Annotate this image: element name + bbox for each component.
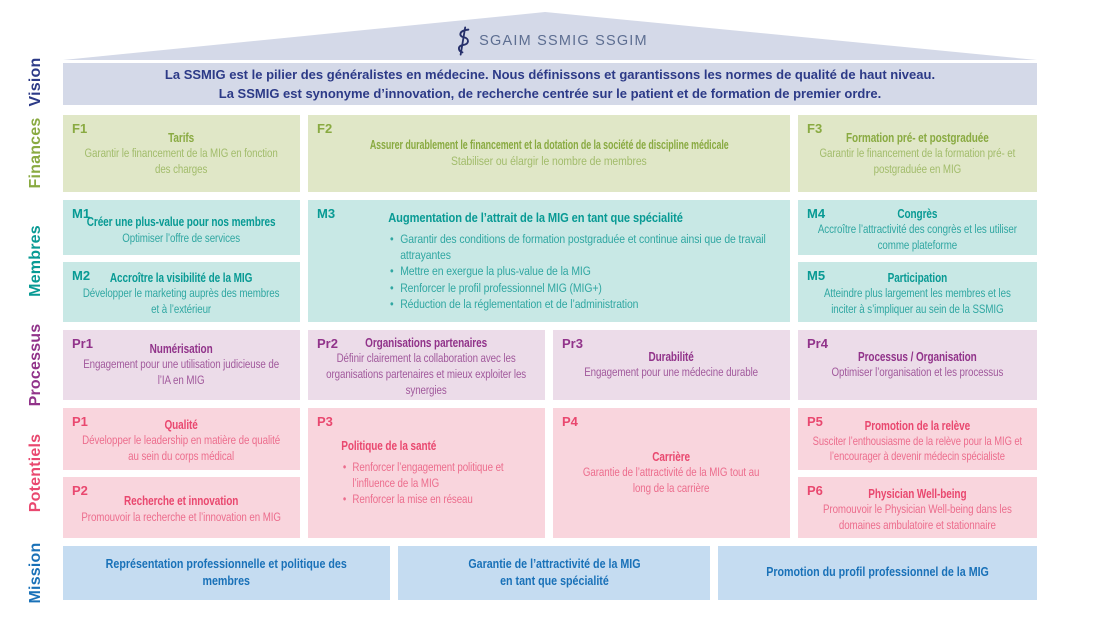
box-f3-title: Formation pré- et postgraduée <box>846 130 989 145</box>
rail-label-potentiels: Potentiels <box>27 433 44 513</box>
box-m5-body: Atteindre plus largement les membres et … <box>824 286 1011 317</box>
box-p4: P4 Carrière Garantie de l’attractivité d… <box>553 408 790 538</box>
box-p2-title: Recherche et innovation <box>124 494 239 509</box>
rail-label-finances: Finances <box>27 117 44 189</box>
box-m3-bullets: Garantir des conditions de formation pos… <box>388 231 767 313</box>
box-pr1-id: Pr1 <box>72 336 93 351</box>
box-m2-id: M2 <box>72 268 91 283</box>
rail-label-processus: Processus <box>27 323 44 407</box>
mission-3-text: Promotion du profil professionnel de la … <box>766 565 989 580</box>
box-m3-title: Augmentation de l’attrait de la MIG en t… <box>388 209 683 225</box>
box-p4-id: P4 <box>562 414 578 429</box>
box-pr3: Pr3 Durabilité Engagement pour une médec… <box>553 330 790 400</box>
box-f1-title: Tarifs <box>168 130 195 145</box>
box-m2-body: Développer le marketing auprès des membr… <box>83 286 280 317</box>
box-m1-title: Créer une plus-value pour nos membres <box>87 215 276 230</box>
box-p3-title: Politique de la santé <box>341 439 437 454</box>
box-p2: P2 Recherche et innovation Promouvoir la… <box>63 477 300 538</box>
box-f3-body: Garantir le financement de la formation … <box>819 145 1016 176</box>
bullet-item: Mettre en exergue la plus-value de la MI… <box>388 263 767 280</box>
box-p2-id: P2 <box>72 483 88 498</box>
caduceus-icon <box>452 26 472 56</box>
box-p4-title: Carrière <box>652 450 691 465</box>
box-p3: P3 Politique de la santé Renforcer l’eng… <box>308 408 545 538</box>
box-p6-title: Physician Well-being <box>868 486 967 501</box>
rail-label-mission: Mission <box>27 542 44 604</box>
box-m2-title: Accroître la visibilité de la MIG <box>110 271 253 286</box>
box-pr4: Pr4 Processus / Organisation Optimiser l… <box>798 330 1037 400</box>
box-pr4-body: Optimiser l’organisation et les processu… <box>831 365 1004 380</box>
box-pr2-title: Organisations partenaires <box>365 336 488 351</box>
box-pr3-id: Pr3 <box>562 336 583 351</box>
box-p1-title: Qualité <box>164 418 199 433</box>
box-pr4-id: Pr4 <box>807 336 828 351</box>
vision-line1: La SSMIG est le pilier des généralistes … <box>164 66 936 82</box>
mission-2-line2: en tant que spécialité <box>499 574 609 588</box>
rail-label-membres: Membres <box>27 225 44 297</box>
box-f1-body: Garantir le financement de la MIG en fon… <box>84 145 279 176</box>
box-f2-body: Stabiliser ou élargir le nombre de membr… <box>451 154 647 169</box>
box-m5-id: M5 <box>807 268 826 283</box>
box-m3-id: M3 <box>317 206 336 221</box>
box-pr1-title: Numérisation <box>150 342 213 357</box>
rail-label-vision: Vision <box>27 57 44 107</box>
bullet-item: Réduction de la réglementation et de l’a… <box>388 296 767 313</box>
box-mission-3: Promotion du profil professionnel de la … <box>718 546 1037 600</box>
box-p3-bullets: Renforcer l’engagement politique et l’in… <box>342 459 529 508</box>
box-p2-body: Promouvoir la recherche et l’innovation … <box>81 509 282 524</box>
box-m1-id: M1 <box>72 206 91 221</box>
box-p6-id: P6 <box>807 483 823 498</box>
box-f3: F3 Formation pré- et postgraduée Garanti… <box>798 115 1037 192</box>
mission-1-text: Représentation professionnelle et politi… <box>105 556 348 589</box>
box-p6: P6 Physician Well-being Promouvoir le Ph… <box>798 477 1037 538</box>
box-pr1: Pr1 Numérisation Engagement pour une uti… <box>63 330 300 400</box>
logo-text: SGAIM SSMIG SSGIM <box>479 33 648 49</box>
box-m5-title: Participation <box>887 271 948 286</box>
box-f2-title: Assurer durablement le financement et la… <box>369 137 729 153</box>
box-p5-body: Susciter l’enthousiasme de la relève pou… <box>812 433 1023 464</box>
box-m4-id: M4 <box>807 206 826 221</box>
box-pr2-body: Définir clairement la collaboration avec… <box>326 351 527 398</box>
box-f3-id: F3 <box>807 121 823 136</box>
box-m2: M2 Accroître la visibilité de la MIG Dév… <box>63 262 300 322</box>
box-m1: M1 Créer une plus-value pour nos membres… <box>63 200 300 255</box>
box-m1-body: Optimiser l’offre de services <box>122 230 241 245</box>
box-f1-id: F1 <box>72 121 88 136</box>
box-m3: M3 Augmentation de l’attrait de la MIG e… <box>308 200 790 322</box>
box-pr2-id: Pr2 <box>317 336 338 351</box>
vision-band: La SSMIG est le pilier des généralistes … <box>63 63 1037 105</box>
box-f2-id: F2 <box>317 121 333 136</box>
box-pr2: Pr2 Organisations partenaires Définir cl… <box>308 330 545 400</box>
box-m4: M4 Congrès Accroître l’attractivité des … <box>798 200 1037 255</box>
box-pr3-title: Durabilité <box>648 349 695 364</box>
box-p1-body: Développer le leadership en matière de q… <box>82 433 281 464</box>
box-p1: P1 Qualité Développer le leadership en m… <box>63 408 300 470</box>
box-p5-title: Promotion de la relève <box>864 418 971 433</box>
bullet-item: Renforcer la mise en réseau <box>342 491 529 508</box>
bullet-item: Renforcer l’engagement politique et l’in… <box>342 459 529 492</box>
box-pr1-body: Engagement pour une utilisation judicieu… <box>83 357 280 388</box>
vision-line2: La SSMIG est synonyme d’innovation, de r… <box>218 86 882 101</box>
box-m5: M5 Participation Atteindre plus largemen… <box>798 262 1037 322</box>
box-p3-id: P3 <box>317 414 333 429</box>
box-mission-1: Représentation professionnelle et politi… <box>63 546 390 600</box>
box-p4-body: Garantie de l’attractivité de la MIG tou… <box>583 465 760 496</box>
box-m4-body: Accroître l’attractivité des congrès et … <box>817 221 1018 252</box>
box-p5: P5 Promotion de la relève Susciter l’ent… <box>798 408 1037 470</box>
logo: SGAIM SSMIG SSGIM <box>0 25 1100 57</box>
box-p6-body: Promouvoir le Physician Well-being dans … <box>823 501 1012 532</box>
box-p1-id: P1 <box>72 414 88 429</box>
mission-2-line1: Garantie de l’attractivité de la MIG <box>467 556 641 571</box>
box-pr3-body: Engagement pour une médecine durable <box>584 365 759 380</box>
box-pr4-title: Processus / Organisation <box>858 349 977 364</box>
box-p5-id: P5 <box>807 414 823 429</box>
box-f1: F1 Tarifs Garantir le financement de la … <box>63 115 300 192</box>
box-m4-title: Congrès <box>897 206 938 221</box>
bullet-item: Garantir des conditions de formation pos… <box>388 231 767 264</box>
bullet-item: Renforcer le profil professionnel MIG (M… <box>388 280 767 297</box>
box-mission-2: Garantie de l’attractivité de la MIG en … <box>398 546 710 600</box>
box-f2: F2 Assurer durablement le financement et… <box>308 115 790 192</box>
